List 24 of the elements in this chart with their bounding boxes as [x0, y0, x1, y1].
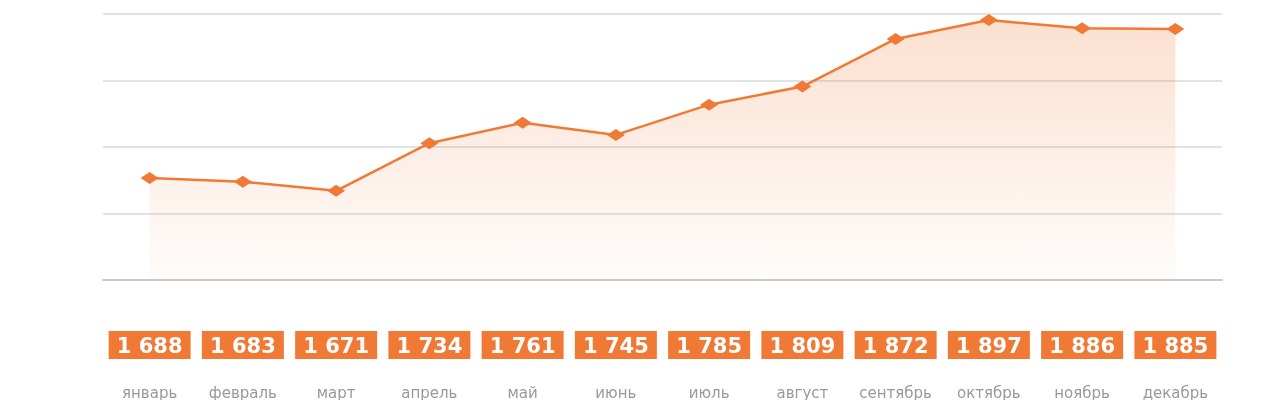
x-tick-label: октябрь: [957, 383, 1021, 400]
data-label: 1 745: [582, 333, 649, 358]
data-label: 1 688: [116, 333, 183, 358]
x-tick-label: февраль: [208, 383, 277, 400]
x-tick-label: декабрь: [1142, 383, 1209, 400]
x-tick-label: январь: [122, 383, 178, 400]
data-label: 1 785: [676, 333, 743, 358]
data-label: 1 872: [862, 333, 929, 358]
data-label: 1 761: [489, 333, 556, 358]
data-label: 1 671: [303, 333, 370, 358]
x-tick-label: август: [776, 383, 829, 400]
x-tick-label: ноябрь: [1054, 383, 1110, 400]
data-label: 1 734: [396, 333, 463, 358]
data-label: 1 809: [769, 333, 836, 358]
data-label: 1 885: [1142, 333, 1209, 358]
x-tick-label: июль: [688, 383, 730, 400]
data-label: 1 897: [955, 333, 1022, 358]
x-tick-label: июнь: [595, 383, 637, 400]
x-tick-label: апрель: [401, 383, 458, 400]
x-tick-label: май: [507, 383, 538, 400]
x-tick-label: март: [316, 383, 356, 400]
x-tick-label: сентябрь: [859, 383, 932, 400]
data-label: 1 886: [1049, 333, 1116, 358]
data-label: 1 683: [209, 333, 276, 358]
